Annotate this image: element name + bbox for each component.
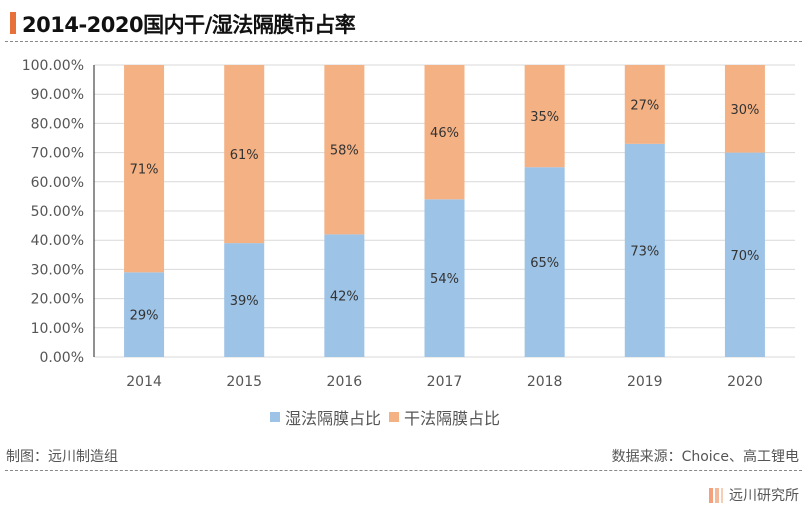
data-label: 35% [530, 110, 559, 125]
bar-dry [124, 65, 165, 273]
y-tick-label: 40.00% [31, 233, 84, 249]
bar-wet [124, 272, 165, 357]
bar-dry [624, 65, 665, 144]
bar-dry [224, 65, 265, 244]
bar-dry [424, 65, 465, 200]
bar-wet [524, 167, 565, 357]
divider [5, 41, 802, 42]
bar-wet [724, 152, 765, 357]
y-tick-label: 50.00% [31, 204, 84, 220]
y-tick-label: 80.00% [31, 116, 84, 132]
data-label: 42% [330, 290, 359, 305]
x-tick-label: 2017 [427, 374, 463, 390]
legend-label: 湿法隔膜占比 [285, 409, 381, 428]
y-tick-label: 10.00% [31, 321, 84, 337]
legend-swatch [270, 412, 280, 422]
y-tick-label: 0.00% [40, 350, 84, 366]
y-tick-label: 30.00% [31, 262, 84, 278]
brand-name: 远川研究所 [729, 488, 799, 504]
y-tick-label: 20.00% [31, 292, 84, 308]
data-label: 61% [230, 148, 259, 163]
bar-wet [324, 234, 365, 357]
brand-logo-icon [709, 487, 723, 503]
chart-credit: 制图：远川制造组 [6, 449, 118, 465]
x-tick-label: 2014 [126, 374, 162, 390]
data-label: 30% [730, 103, 759, 118]
data-label: 65% [530, 256, 559, 271]
data-label: 39% [230, 294, 259, 309]
bar-wet [424, 199, 465, 357]
chart: 0.00% 10.00% 20.00% 30.00% 40.00% 50.00% 60.00… [22, 58, 795, 428]
brand: 远川研究所 [709, 485, 799, 505]
bar-dry [324, 65, 365, 235]
x-tick-label: 2020 [727, 374, 763, 390]
y-tick-label: 100.00% [22, 58, 84, 74]
bar-dry [524, 65, 565, 168]
y-tick-label: 70.00% [31, 146, 84, 162]
x-tick-label: 2018 [527, 374, 563, 390]
data-label: 73% [630, 244, 659, 259]
data-label: 70% [730, 249, 759, 264]
bar-wet [224, 243, 265, 357]
title-accent-bar [10, 12, 16, 34]
data-label: 27% [630, 98, 659, 113]
data-source: 数据来源：Choice、高工锂电 [611, 449, 799, 465]
bar-dry [724, 65, 765, 153]
data-label: 58% [330, 144, 359, 159]
data-label: 54% [430, 272, 459, 287]
x-tick-label: 2016 [327, 374, 363, 390]
legend-swatch [389, 412, 400, 422]
data-label: 29% [130, 309, 159, 324]
x-tick-label: 2015 [226, 374, 262, 390]
y-tick-label: 90.00% [31, 87, 84, 103]
bar-wet [624, 143, 665, 357]
legend-label: 干法隔膜占比 [404, 409, 500, 428]
page-title: 2014-2020国内干/湿法隔膜市占率 [22, 13, 356, 37]
divider [5, 470, 802, 471]
x-tick-label: 2019 [627, 374, 663, 390]
data-label: 46% [430, 126, 459, 141]
data-label: 71% [130, 163, 159, 178]
y-tick-label: 60.00% [31, 175, 84, 191]
